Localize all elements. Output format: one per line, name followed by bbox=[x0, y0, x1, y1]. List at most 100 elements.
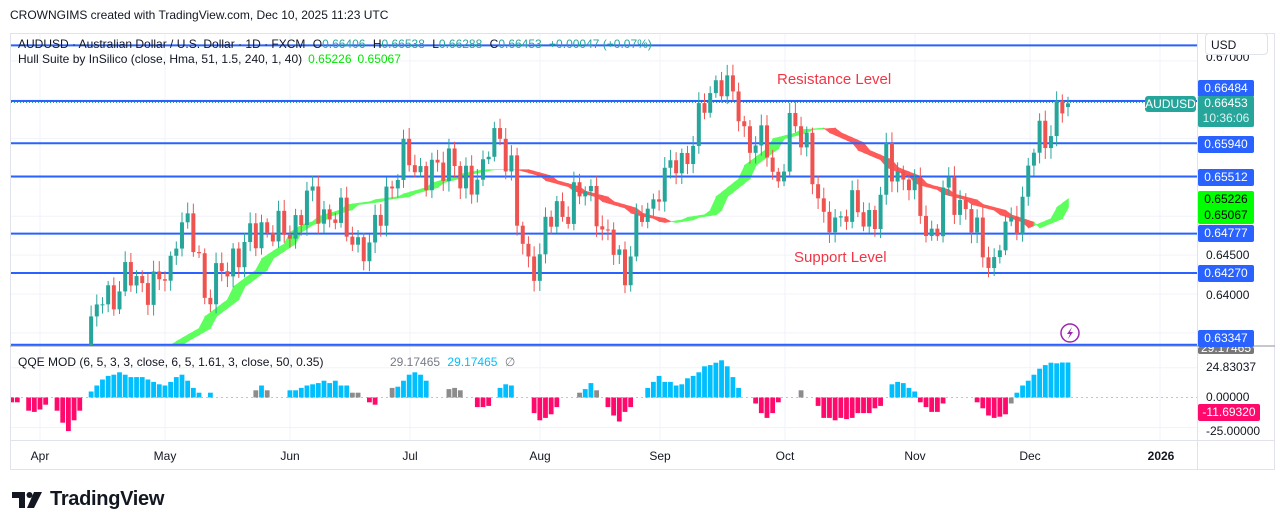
hull-band-segment bbox=[993, 206, 1001, 216]
candle-body bbox=[509, 155, 514, 172]
qqe-bar bbox=[332, 380, 338, 398]
hull-band-segment bbox=[397, 193, 405, 199]
hull-band-segment bbox=[613, 201, 621, 207]
candle-body bbox=[549, 216, 554, 227]
qqe-title: QQE MOD (6, 5, 3, 3, close, 6, 5, 1.61, … bbox=[18, 355, 324, 369]
qqe-bar bbox=[832, 397, 838, 421]
low-label: L bbox=[432, 37, 439, 51]
qqe-bar bbox=[43, 397, 49, 405]
candle-body bbox=[401, 138, 406, 180]
qqe-bar bbox=[588, 383, 594, 398]
hull-band-segment bbox=[624, 204, 632, 214]
hull-band-segment bbox=[664, 217, 672, 223]
candle-body bbox=[901, 171, 906, 180]
qqe-bar bbox=[253, 390, 259, 398]
candle-body bbox=[418, 166, 423, 173]
qqe-bar bbox=[497, 387, 503, 398]
hull-band-segment bbox=[601, 195, 609, 204]
candle-body bbox=[191, 213, 196, 253]
qqe-bar bbox=[917, 397, 923, 403]
qqe-bar bbox=[685, 378, 690, 398]
qqe-bar bbox=[139, 377, 145, 398]
candle-body bbox=[310, 186, 315, 191]
candles bbox=[89, 64, 1070, 345]
candle-body bbox=[469, 165, 474, 195]
candle-body bbox=[679, 152, 684, 174]
candle-body bbox=[753, 145, 758, 153]
qqe-bar bbox=[673, 385, 679, 398]
hull-band-segment bbox=[193, 327, 200, 339]
qqe-bar bbox=[1008, 397, 1014, 404]
level-label: 0.64777 bbox=[1198, 225, 1254, 242]
qqe-bar bbox=[724, 366, 730, 398]
qqe-bar bbox=[389, 387, 395, 398]
grid bbox=[11, 34, 1197, 440]
candle-body bbox=[498, 128, 503, 139]
qqe-bar bbox=[906, 387, 912, 398]
qqe-bar bbox=[372, 397, 378, 405]
candle-body bbox=[117, 291, 122, 310]
qqe-bar bbox=[815, 397, 821, 406]
qqe-bar bbox=[173, 377, 179, 398]
qqe-bar bbox=[145, 379, 151, 398]
qqe-bar bbox=[690, 375, 696, 398]
candle-body bbox=[214, 263, 219, 305]
symbol-legend[interactable]: AUDUSD · Australian Dollar / U.S. Dollar… bbox=[18, 37, 652, 51]
alert-icon[interactable] bbox=[1060, 323, 1080, 343]
candle-body bbox=[515, 155, 520, 226]
hull-band-segment bbox=[817, 127, 825, 130]
time-label: Apr bbox=[30, 449, 50, 463]
qqe-bar bbox=[889, 384, 895, 398]
qqe-bar bbox=[713, 362, 719, 398]
currency-button[interactable]: USD bbox=[1205, 33, 1268, 55]
qqe-legend[interactable]: QQE MOD (6, 5, 3, 3, close, 6, 5, 1.61, … bbox=[18, 355, 323, 369]
candle-body bbox=[986, 257, 991, 269]
hull-band-segment bbox=[533, 170, 541, 177]
hull-label-1: 0.65226 bbox=[1204, 192, 1248, 206]
candle-body bbox=[128, 262, 133, 286]
candle-body bbox=[356, 237, 361, 245]
close-value: 0.66453 bbox=[498, 37, 542, 51]
time-label: Dec bbox=[1019, 449, 1041, 463]
qqe-bar bbox=[344, 385, 350, 398]
qqe-bar bbox=[37, 397, 43, 410]
hull-band-segment bbox=[982, 204, 990, 210]
candle-body bbox=[242, 242, 247, 268]
hull-band-segment bbox=[255, 258, 263, 279]
candle-body bbox=[179, 222, 184, 249]
qqe-bar bbox=[679, 384, 685, 398]
qqe-bar bbox=[26, 397, 32, 411]
candle-body bbox=[730, 75, 735, 92]
change-value: +0.00047 (+0.07%) bbox=[549, 37, 652, 51]
qqe-bar bbox=[622, 397, 628, 412]
candle-body bbox=[594, 185, 599, 227]
hull-band-segment bbox=[846, 134, 853, 144]
hull-band-segment bbox=[772, 136, 780, 154]
level-label: 0.65940 bbox=[1198, 136, 1254, 153]
hull-band-segment bbox=[698, 214, 706, 218]
hull-band-segment bbox=[204, 311, 212, 333]
qqe-bar bbox=[861, 397, 866, 414]
candle-body bbox=[435, 159, 440, 163]
qqe-bar bbox=[293, 390, 298, 398]
hull-band-segment bbox=[857, 139, 865, 154]
candle-body bbox=[941, 187, 946, 237]
hull-band-segment bbox=[261, 254, 268, 275]
candle-body bbox=[850, 190, 855, 222]
qqe-histogram bbox=[11, 360, 1071, 432]
open-label: O bbox=[312, 37, 323, 51]
qqe-bar bbox=[151, 381, 156, 398]
candle-body bbox=[168, 255, 173, 281]
qqe-bar bbox=[730, 377, 736, 398]
hull-legend[interactable]: Hull Suite by InSilico (close, Hma, 51, … bbox=[18, 52, 401, 66]
candle-body bbox=[861, 212, 866, 227]
qqe-bar bbox=[349, 392, 355, 398]
qqe-bar bbox=[912, 391, 918, 398]
candle-body bbox=[975, 217, 980, 233]
candle-body bbox=[963, 200, 968, 210]
candle-body bbox=[293, 215, 298, 239]
hull-band-segment bbox=[607, 196, 615, 206]
candle-body bbox=[475, 179, 480, 195]
qqe-bar bbox=[923, 397, 929, 408]
